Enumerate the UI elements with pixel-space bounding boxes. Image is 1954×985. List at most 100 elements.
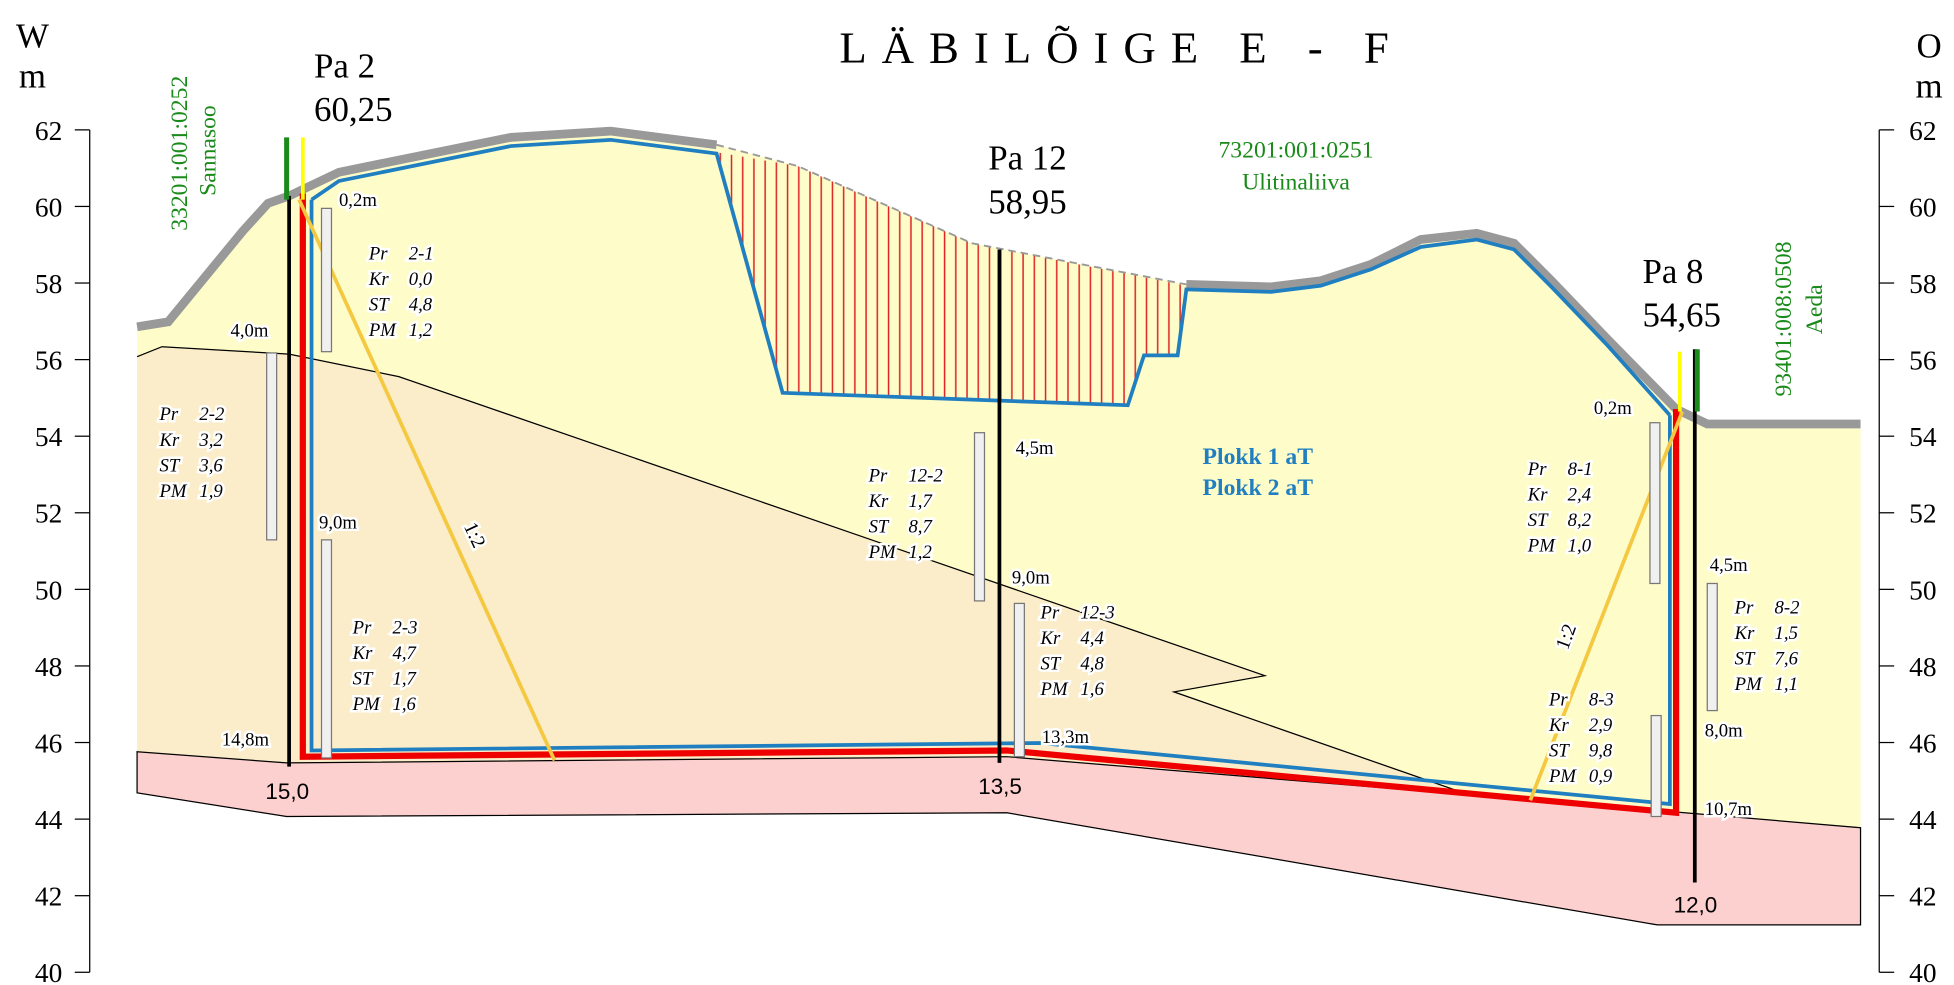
- tick-label: 56: [1909, 346, 1936, 376]
- axis-letter: W: [16, 17, 49, 56]
- sample-key: Kr: [1734, 623, 1755, 644]
- sample-key: PM: [1734, 674, 1763, 695]
- sample-key: Kr: [159, 430, 180, 451]
- tick-label: 50: [1909, 575, 1936, 605]
- axis-unit: m: [19, 56, 46, 95]
- sample-interval: [1649, 422, 1661, 585]
- sample-key: Pr: [868, 465, 888, 486]
- sample-value: 2,9: [1589, 715, 1613, 736]
- tick-label: 58: [35, 269, 62, 299]
- title: LÄBILÕIGE E - F: [839, 23, 1403, 73]
- tick-label: 42: [1909, 882, 1936, 912]
- sample-value: 8-1: [1568, 459, 1593, 480]
- sample-key: ST: [160, 455, 181, 476]
- sample-key: PM: [1527, 536, 1556, 557]
- sample-value: 1,7: [908, 491, 932, 512]
- tick-label: 44: [35, 805, 63, 835]
- sample-key: Pr: [1734, 597, 1754, 618]
- tick-label: 54: [35, 422, 63, 452]
- sample-key: Kr: [352, 643, 373, 664]
- sample-value: 8-3: [1589, 690, 1614, 711]
- parcel-code: 73201:001:0251: [1218, 137, 1373, 163]
- sample-key: Kr: [868, 491, 889, 512]
- sample-key: Pr: [1527, 459, 1547, 480]
- sample-value: 2-1: [409, 243, 434, 264]
- sample-key: PM: [352, 694, 381, 715]
- parcel-name: Sannasoo: [196, 105, 222, 196]
- axis-letter: O: [1916, 27, 1941, 66]
- tick-label: 54: [1909, 422, 1937, 452]
- sample-value: 8-2: [1775, 597, 1800, 618]
- sample-key: PM: [159, 481, 188, 502]
- block-label: Plokk 1 aT: [1203, 444, 1314, 470]
- depth-label: 10,7m: [1705, 799, 1753, 820]
- sample-key: Pr: [1548, 690, 1568, 711]
- sample-value: 3,6: [198, 455, 223, 476]
- borehole-bottom: 13,5: [978, 774, 1022, 799]
- sample-key: Pr: [352, 617, 372, 638]
- tick-label: 62: [1909, 116, 1936, 146]
- sample-key: Kr: [1040, 628, 1061, 649]
- sample-interval: [320, 539, 333, 759]
- sample-key: ST: [869, 516, 890, 537]
- boreholes: [266, 137, 1718, 883]
- sample-value: 1,0: [1568, 536, 1592, 557]
- sample-key: ST: [1735, 648, 1756, 669]
- sample-key: ST: [1528, 510, 1549, 531]
- axis-unit: m: [1916, 66, 1943, 105]
- depth-label: 4,5m: [1710, 555, 1748, 576]
- tick-label: 48: [1909, 652, 1936, 682]
- sample-key: Kr: [368, 269, 389, 290]
- depth-label: 0,2m: [339, 190, 377, 211]
- depth-label: 4,5m: [1016, 438, 1054, 459]
- sample-value: 4,7: [393, 643, 417, 664]
- sample-key: Pr: [1040, 602, 1060, 623]
- sample-interval: [1650, 714, 1662, 818]
- layer-boundary: [136, 346, 1496, 805]
- slope-line: [297, 198, 557, 762]
- sample-value: 1,2: [908, 542, 931, 563]
- depth-label: 13,3m: [1042, 727, 1090, 748]
- depth-label: 0,2m: [1594, 398, 1632, 419]
- sample-value: 1,6: [393, 694, 417, 715]
- sample-value: 0,9: [1589, 766, 1613, 787]
- sample-key: ST: [353, 668, 374, 689]
- borehole-name: Pa 2: [314, 47, 375, 86]
- parcel-name: Aeda: [1802, 284, 1828, 334]
- sample-interval: [320, 207, 333, 353]
- sample-value: 9,8: [1589, 741, 1613, 762]
- sample-value: 2,4: [1568, 485, 1591, 506]
- sample-key: Kr: [1527, 485, 1548, 506]
- sample-value: 12-3: [1080, 602, 1114, 623]
- sample-key: Kr: [1548, 715, 1569, 736]
- sample-value: 1,1: [1775, 674, 1798, 695]
- tick-label: 46: [1909, 728, 1936, 758]
- parcel-name: Ulitinaliiva: [1242, 170, 1350, 196]
- tick-label: 46: [35, 728, 62, 758]
- sample-key: Pr: [368, 243, 388, 264]
- tick-label: 40: [35, 958, 62, 985]
- sample-value: 7,6: [1775, 648, 1799, 669]
- sample-key: PM: [368, 320, 397, 341]
- sample-value: 1,6: [1080, 679, 1104, 700]
- blue-line: [309, 199, 1672, 807]
- borehole-bottom: 12,0: [1674, 892, 1718, 917]
- sample-value: 3,2: [198, 430, 222, 451]
- tick-label: 62: [35, 116, 62, 146]
- tick-label: 52: [35, 499, 62, 529]
- bedrock-layer: [136, 751, 1862, 926]
- sample-value: 1,7: [393, 668, 417, 689]
- borehole-name: Pa 12: [988, 139, 1066, 178]
- sample-value: 0,0: [409, 269, 433, 290]
- surface-line: [310, 137, 1672, 417]
- tick-label: 44: [1909, 805, 1937, 835]
- sample-value: 1,2: [409, 320, 432, 341]
- ticks: 62 60 58 56 54 52 50 48 46 44 42 40 62 60 58 56 54 52 50 48…: [35, 116, 1937, 985]
- depth-label: 14,8m: [222, 729, 270, 750]
- depth-label: 9,0m: [319, 513, 357, 534]
- tick-label: 42: [35, 882, 62, 912]
- block-label: Plokk 2 aT: [1203, 475, 1314, 501]
- parcel-code: 93401:008:0508: [1771, 241, 1797, 396]
- tick-label: 58: [1909, 269, 1936, 299]
